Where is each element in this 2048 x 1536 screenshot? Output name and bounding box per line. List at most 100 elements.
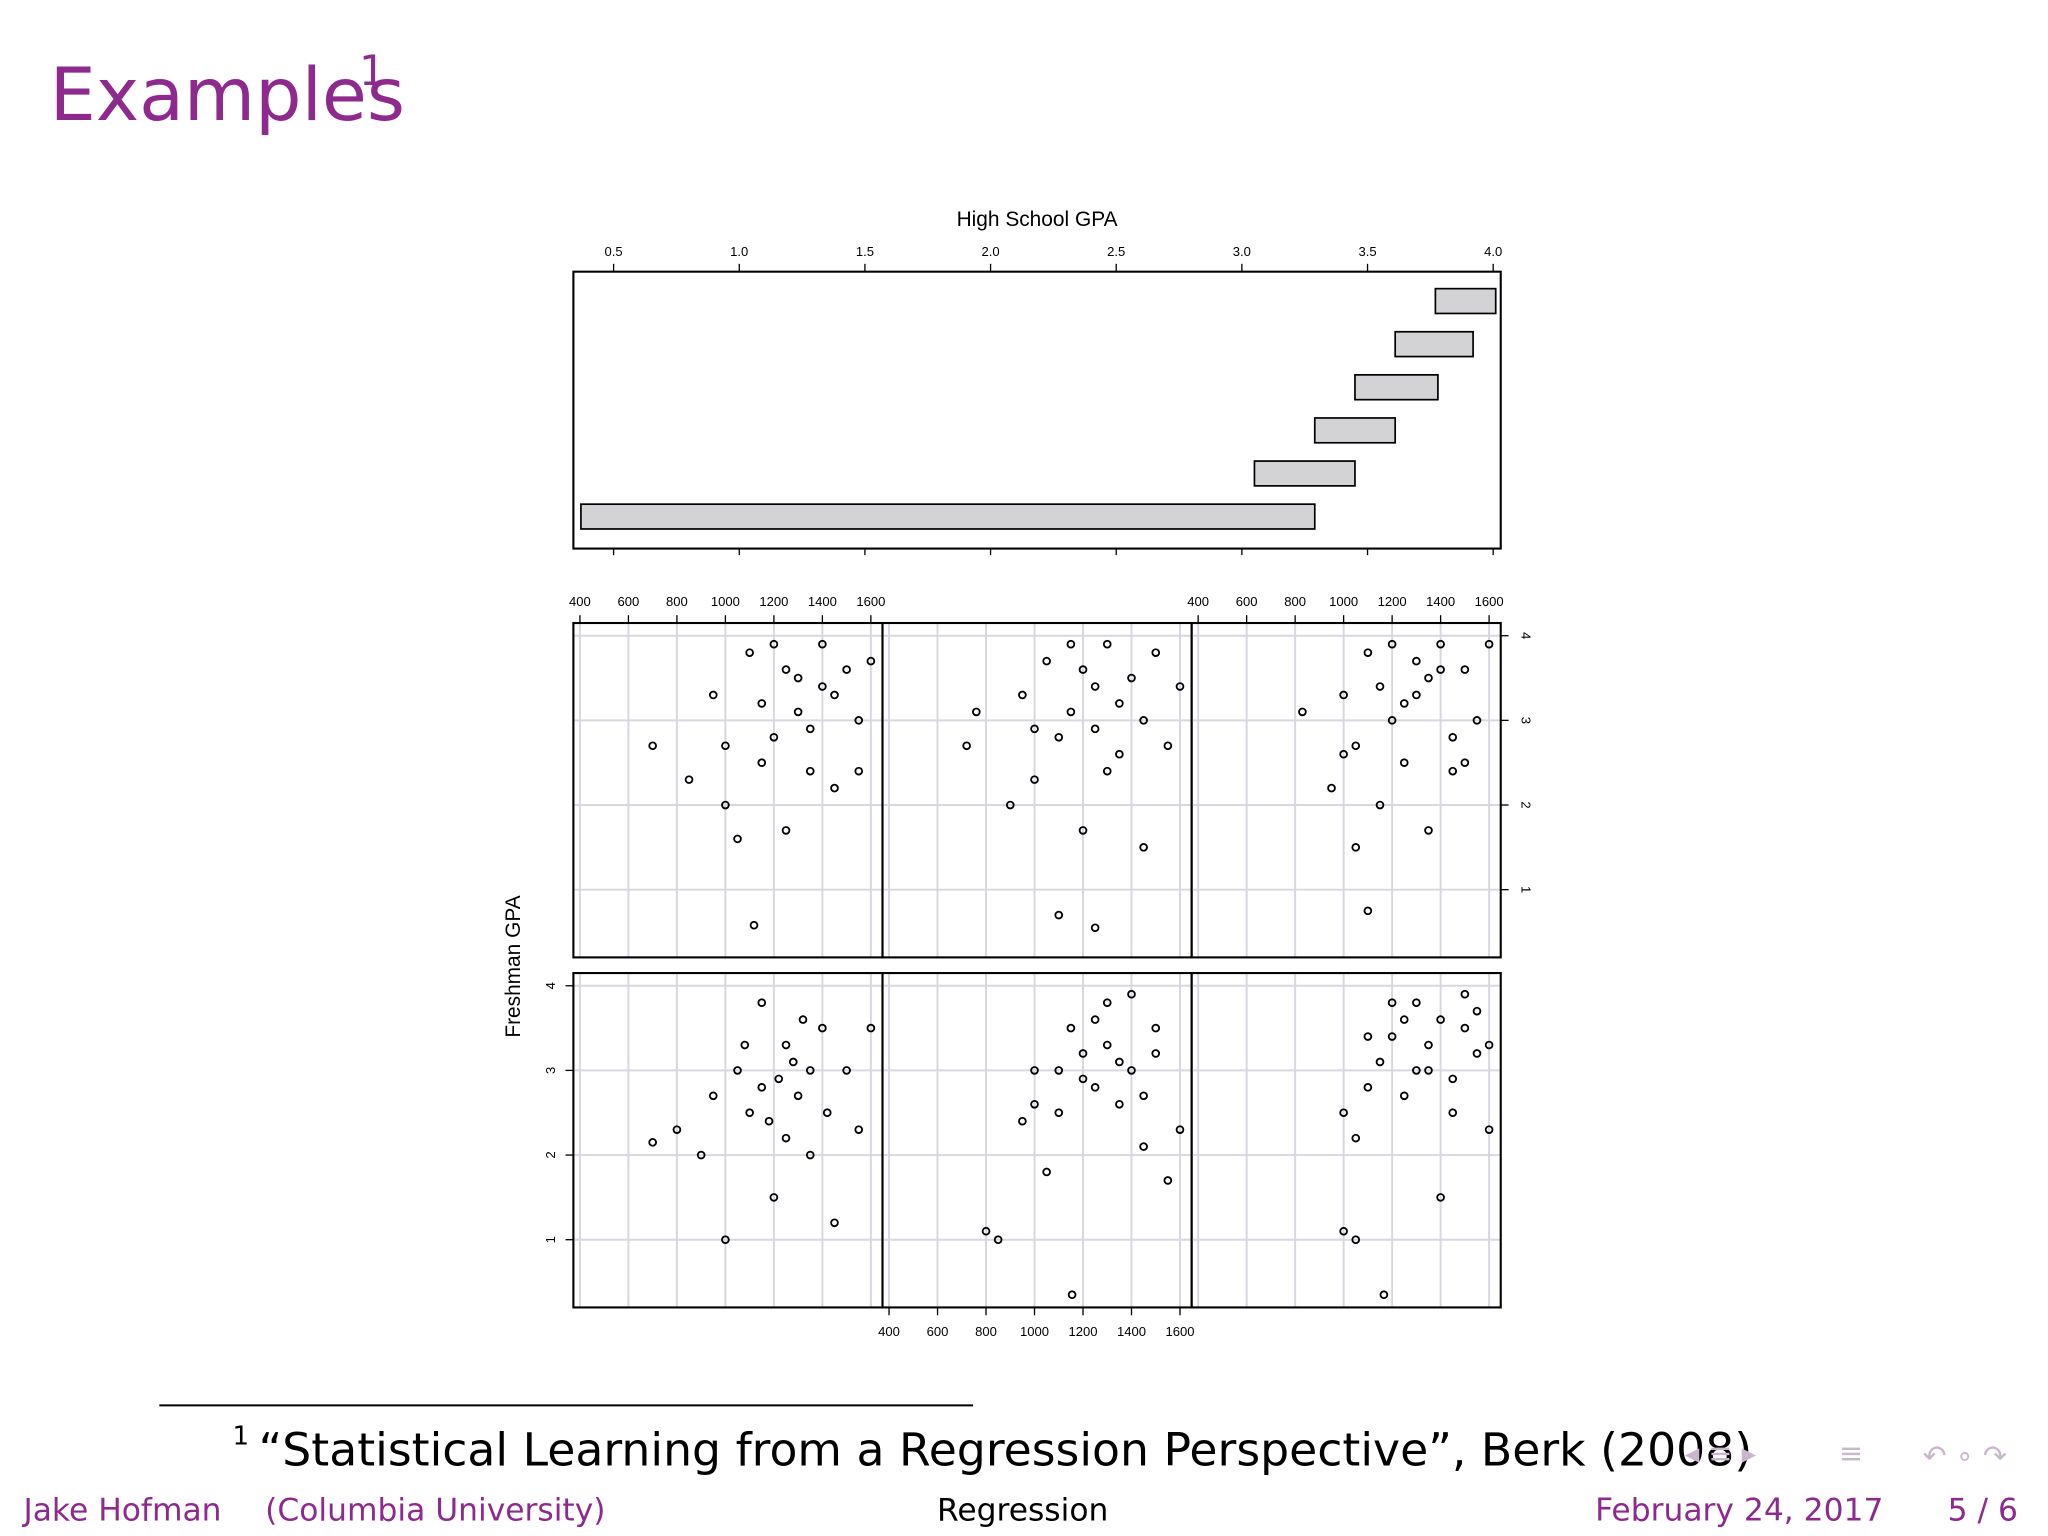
- scatter-point: [805, 1066, 815, 1075]
- scatter-point: [1424, 1040, 1433, 1050]
- scatter-point: [1379, 1290, 1389, 1300]
- scatter-point: [1399, 1015, 1409, 1024]
- slide-title: Examples: [50, 53, 405, 138]
- scatter-point: [1054, 1108, 1064, 1118]
- coplot: High School GPA 0.5 1.0 1.5 2.0 2.5 3.0 3.5 4.0 F…: [502, 208, 1534, 1339]
- x-tick-label: 800: [1284, 594, 1306, 609]
- scatter-point: [1339, 1108, 1348, 1118]
- scatter-point: [1412, 1066, 1421, 1075]
- scatter-point: [1018, 1116, 1027, 1126]
- scatter-point: [1090, 682, 1100, 691]
- given-tick-label: 0.5: [605, 244, 623, 259]
- scatter-point: [1115, 699, 1124, 708]
- scatter-point: [721, 741, 730, 751]
- scatter-point: [842, 665, 851, 674]
- scatter-point: [962, 741, 971, 751]
- scatter-point: [1090, 923, 1100, 933]
- scatter-point: [818, 639, 827, 649]
- scatter-point: [1030, 1066, 1039, 1075]
- scatter-point: [830, 690, 839, 700]
- x-tick-label: 400: [1187, 594, 1209, 609]
- scatter-point: [721, 800, 730, 810]
- given-frame: [572, 270, 1502, 550]
- scatter-point: [1139, 1142, 1148, 1151]
- scatter-point: [866, 656, 876, 666]
- x-tick-label: 400: [569, 594, 591, 609]
- scatter-point: [1151, 648, 1161, 657]
- scatter-point: [1412, 690, 1421, 700]
- scatter-point: [1424, 673, 1433, 683]
- scatter-point: [1090, 1015, 1100, 1024]
- scatter-point: [1078, 665, 1088, 674]
- panel-frame: [572, 972, 884, 1309]
- scatter-point: [1066, 639, 1076, 649]
- scatter-point: [981, 1226, 991, 1236]
- scatter-point: [1387, 639, 1397, 649]
- scatter-point: [1460, 665, 1470, 674]
- scatter-point: [1460, 989, 1470, 999]
- scatter-point: [1127, 1066, 1136, 1075]
- scatter-point: [1078, 826, 1088, 835]
- y-tick-label: 2: [1519, 801, 1534, 808]
- scatter-point: [1351, 741, 1361, 751]
- x-tick-label: 600: [927, 1324, 949, 1339]
- y-tick-label: 3: [1519, 717, 1534, 724]
- scatter-point: [1472, 716, 1482, 725]
- scatter-point: [1472, 1006, 1482, 1016]
- scatter-point: [708, 690, 718, 700]
- scatter-point: [993, 1235, 1003, 1245]
- scatter-point: [1436, 639, 1445, 649]
- scatter-point: [1363, 1083, 1373, 1092]
- scatter-point: [805, 1150, 815, 1160]
- scatter-point: [1054, 910, 1064, 920]
- scatter-point: [1042, 656, 1051, 666]
- scatter-point: [745, 1108, 754, 1118]
- interval-bar: [1434, 287, 1497, 315]
- given-tick-label: 1.0: [730, 244, 748, 259]
- scatter-point: [1387, 998, 1397, 1007]
- scatter-point: [854, 1125, 864, 1134]
- y-tick-label: 1: [543, 1236, 558, 1243]
- scatter-point: [805, 724, 815, 734]
- y-tick-label: 4: [543, 982, 558, 989]
- scatter-point: [1375, 1057, 1385, 1067]
- scatter-point: [972, 707, 981, 717]
- scatter-point: [1351, 1235, 1361, 1245]
- given-tick-label: 1.5: [856, 244, 874, 259]
- scatter-point: [854, 716, 864, 725]
- footer-institution: (Columbia University): [265, 1492, 605, 1528]
- x-tick-label: 1400: [1117, 1324, 1146, 1339]
- scatter-point: [1399, 758, 1409, 768]
- given-label: High School GPA: [957, 208, 1118, 231]
- x-tick-label: 1400: [1426, 594, 1455, 609]
- scatter-point: [757, 998, 767, 1007]
- scatter-point: [854, 766, 864, 776]
- scatter-point: [1090, 724, 1100, 734]
- scatter-point: [684, 775, 694, 784]
- scatter-point: [1436, 1015, 1445, 1024]
- scatter-point: [842, 1066, 851, 1075]
- interval-bar: [1253, 460, 1356, 487]
- scatter-point: [740, 1040, 750, 1050]
- x-tick-label: 800: [975, 1324, 997, 1339]
- scatter-point: [1448, 766, 1458, 776]
- scatter-point: [1387, 1032, 1397, 1041]
- scatter-point: [781, 826, 791, 835]
- scatter-point: [1067, 1290, 1077, 1300]
- x-tick-label: 1400: [808, 594, 837, 609]
- x-tick-label: 1600: [856, 594, 885, 609]
- scatter-point: [1163, 741, 1173, 751]
- scatter-point: [1484, 639, 1494, 649]
- x-tick-label: 600: [1236, 594, 1258, 609]
- scatter-point: [1351, 843, 1361, 852]
- scatter-point: [696, 1150, 706, 1160]
- scatter-point: [1399, 1091, 1409, 1101]
- scatter-point: [1115, 1099, 1124, 1109]
- given-tick-label: 2.5: [1107, 244, 1125, 259]
- scatter-point: [721, 1235, 730, 1245]
- scatter-point: [648, 1138, 657, 1147]
- footer-subject: Regression: [937, 1492, 1108, 1528]
- scatter-point: [764, 1116, 774, 1126]
- scatter-point: [1436, 1193, 1445, 1202]
